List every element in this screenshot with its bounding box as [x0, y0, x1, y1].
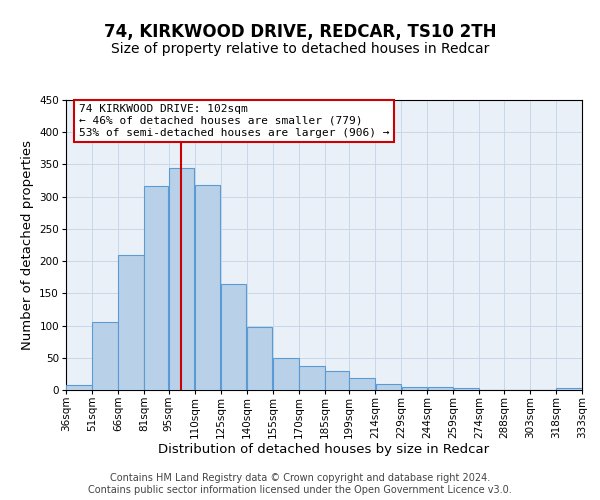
Bar: [273, 358, 299, 390]
X-axis label: Distribution of detached houses by size in Redcar: Distribution of detached houses by size …: [158, 443, 490, 456]
Bar: [349, 378, 375, 390]
Bar: [454, 388, 479, 390]
Text: Contains HM Land Registry data © Crown copyright and database right 2024.
Contai: Contains HM Land Registry data © Crown c…: [88, 474, 512, 495]
Bar: [556, 388, 582, 390]
Text: 74, KIRKWOOD DRIVE, REDCAR, TS10 2TH: 74, KIRKWOOD DRIVE, REDCAR, TS10 2TH: [104, 22, 496, 40]
Bar: [195, 185, 220, 390]
Bar: [299, 366, 325, 390]
Bar: [66, 386, 92, 390]
Bar: [376, 384, 401, 390]
Bar: [401, 387, 427, 390]
Bar: [92, 322, 118, 390]
Bar: [145, 186, 168, 390]
Text: Size of property relative to detached houses in Redcar: Size of property relative to detached ho…: [111, 42, 489, 56]
Bar: [325, 370, 349, 390]
Bar: [428, 387, 453, 390]
Bar: [169, 168, 194, 390]
Bar: [221, 284, 247, 390]
Text: 74 KIRKWOOD DRIVE: 102sqm
← 46% of detached houses are smaller (779)
53% of semi: 74 KIRKWOOD DRIVE: 102sqm ← 46% of detac…: [79, 104, 389, 138]
Bar: [118, 254, 144, 390]
Y-axis label: Number of detached properties: Number of detached properties: [21, 140, 34, 350]
Bar: [247, 328, 272, 390]
